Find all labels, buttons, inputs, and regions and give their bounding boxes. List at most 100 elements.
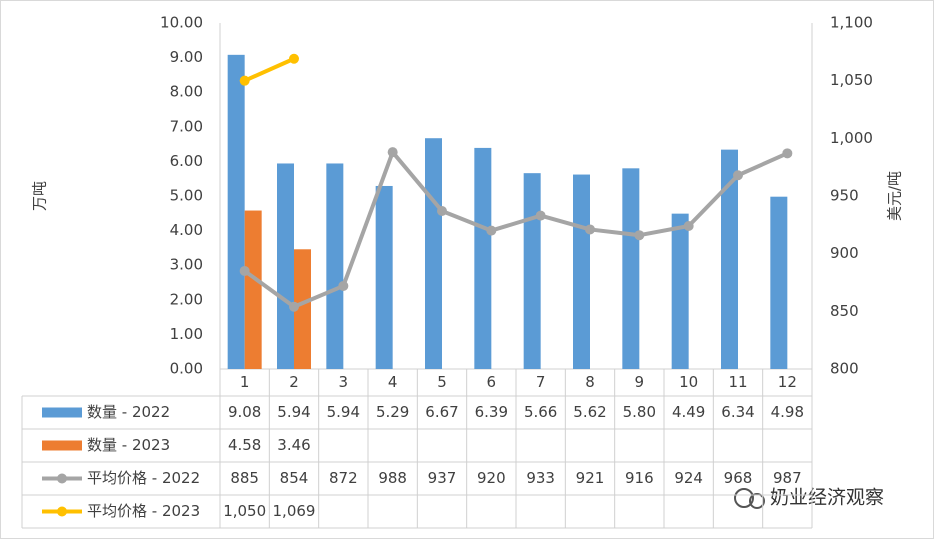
table-value: 6.34 <box>721 403 754 421</box>
table-value: 1,050 <box>223 502 266 520</box>
table-value: 933 <box>526 469 555 487</box>
legend-swatch <box>57 506 67 517</box>
line-marker <box>387 147 398 158</box>
x-tick-label: 3 <box>339 373 349 391</box>
line-marker <box>437 205 447 216</box>
watermark: 奶业经济观察 <box>770 487 884 509</box>
x-tick-label: 7 <box>536 373 546 391</box>
bar <box>573 174 590 369</box>
table-value: 937 <box>428 469 457 487</box>
table-value: 4.58 <box>228 436 261 454</box>
legend-label: 平均价格 - 2022 <box>87 469 200 487</box>
x-tick-label: 9 <box>635 373 645 391</box>
y-tick-label: 10.00 <box>160 14 203 32</box>
table-value: 4.49 <box>672 403 705 421</box>
legend-swatch <box>57 473 67 484</box>
table-value: 968 <box>724 469 753 487</box>
table-value: 920 <box>477 469 506 487</box>
table-value: 988 <box>378 469 407 487</box>
bar <box>523 173 541 369</box>
y-tick-label: 2.00 <box>170 290 203 308</box>
legend-swatch <box>42 407 82 418</box>
y-tick-label: 3.00 <box>170 256 203 274</box>
table-value: 921 <box>576 469 605 487</box>
table-value: 885 <box>230 469 259 487</box>
line-marker <box>239 75 250 86</box>
line <box>243 56 295 83</box>
bar <box>326 163 344 369</box>
table-value: 1,069 <box>273 502 316 520</box>
y2-axis-label: 美元/吨 <box>886 171 904 221</box>
table-value: 872 <box>329 469 358 487</box>
legend-label: 数量 - 2023 <box>87 436 170 454</box>
x-tick-label: 5 <box>437 373 447 391</box>
bar <box>375 185 393 369</box>
y-tick-label: 8.00 <box>170 83 203 101</box>
y2-tick-label: 800 <box>830 360 859 378</box>
legend-label: 数量 - 2022 <box>87 403 170 421</box>
table-value: 6.67 <box>425 403 458 421</box>
bar <box>425 138 442 369</box>
table-value: 916 <box>625 469 654 487</box>
line-marker <box>585 224 595 235</box>
line-marker <box>338 280 349 291</box>
y-tick-label: 7.00 <box>170 117 203 135</box>
table-value: 5.80 <box>623 403 656 421</box>
y-tick-label: 6.00 <box>170 152 203 170</box>
table-value: 5.66 <box>524 403 557 421</box>
table-value: 5.94 <box>277 403 310 421</box>
bar <box>474 147 492 369</box>
x-tick-label: 2 <box>289 373 299 391</box>
line-marker <box>683 220 694 231</box>
line-marker <box>634 230 645 241</box>
x-tick-label: 1 <box>240 373 250 391</box>
y-tick-label: 5.00 <box>170 187 203 205</box>
table-value: 4.98 <box>771 403 804 421</box>
y-axis-label: 万吨 <box>31 181 49 211</box>
line-marker <box>486 225 497 236</box>
legend-label: 平均价格 - 2023 <box>87 502 200 520</box>
bar <box>622 168 640 369</box>
line-marker <box>239 265 250 276</box>
bar <box>721 149 738 369</box>
y-tick-label: 1.00 <box>170 325 203 343</box>
table-value: 5.62 <box>573 403 606 421</box>
bar <box>671 213 689 369</box>
y2-tick-label: 1,000 <box>830 129 873 147</box>
line-marker <box>733 170 743 181</box>
watermark-icon <box>734 488 765 509</box>
y2-tick-label: 950 <box>830 187 859 205</box>
bar <box>227 54 245 369</box>
x-tick-label: 12 <box>778 373 797 391</box>
table-value: 924 <box>674 469 703 487</box>
table-value: 987 <box>773 469 802 487</box>
x-tick-label: 8 <box>585 373 595 391</box>
y2-tick-label: 850 <box>830 302 859 320</box>
x-tick-label: 6 <box>487 373 497 391</box>
y2-tick-label: 1,050 <box>830 71 873 89</box>
y-tick-label: 4.00 <box>170 221 203 239</box>
table-value: 6.39 <box>475 403 508 421</box>
table-value: 3.46 <box>277 436 310 454</box>
y-tick-label: 0.00 <box>170 360 203 378</box>
line-marker <box>535 210 546 221</box>
x-tick-label: 11 <box>728 373 747 391</box>
line-marker <box>289 301 299 312</box>
y2-tick-label: 1,100 <box>830 14 873 32</box>
line <box>243 150 789 309</box>
bar <box>244 210 262 369</box>
line-marker <box>289 53 299 64</box>
bar <box>294 249 311 369</box>
table-value: 854 <box>280 469 309 487</box>
y2-tick-label: 900 <box>830 244 859 262</box>
table-value: 9.08 <box>228 403 261 421</box>
bar <box>277 163 294 369</box>
x-tick-label: 4 <box>388 373 398 391</box>
line-marker <box>782 148 793 159</box>
legend-swatch <box>42 440 82 451</box>
table-value: 5.29 <box>376 403 409 421</box>
bar <box>770 196 788 369</box>
table-value: 5.94 <box>327 403 360 421</box>
y-tick-label: 9.00 <box>170 48 203 66</box>
